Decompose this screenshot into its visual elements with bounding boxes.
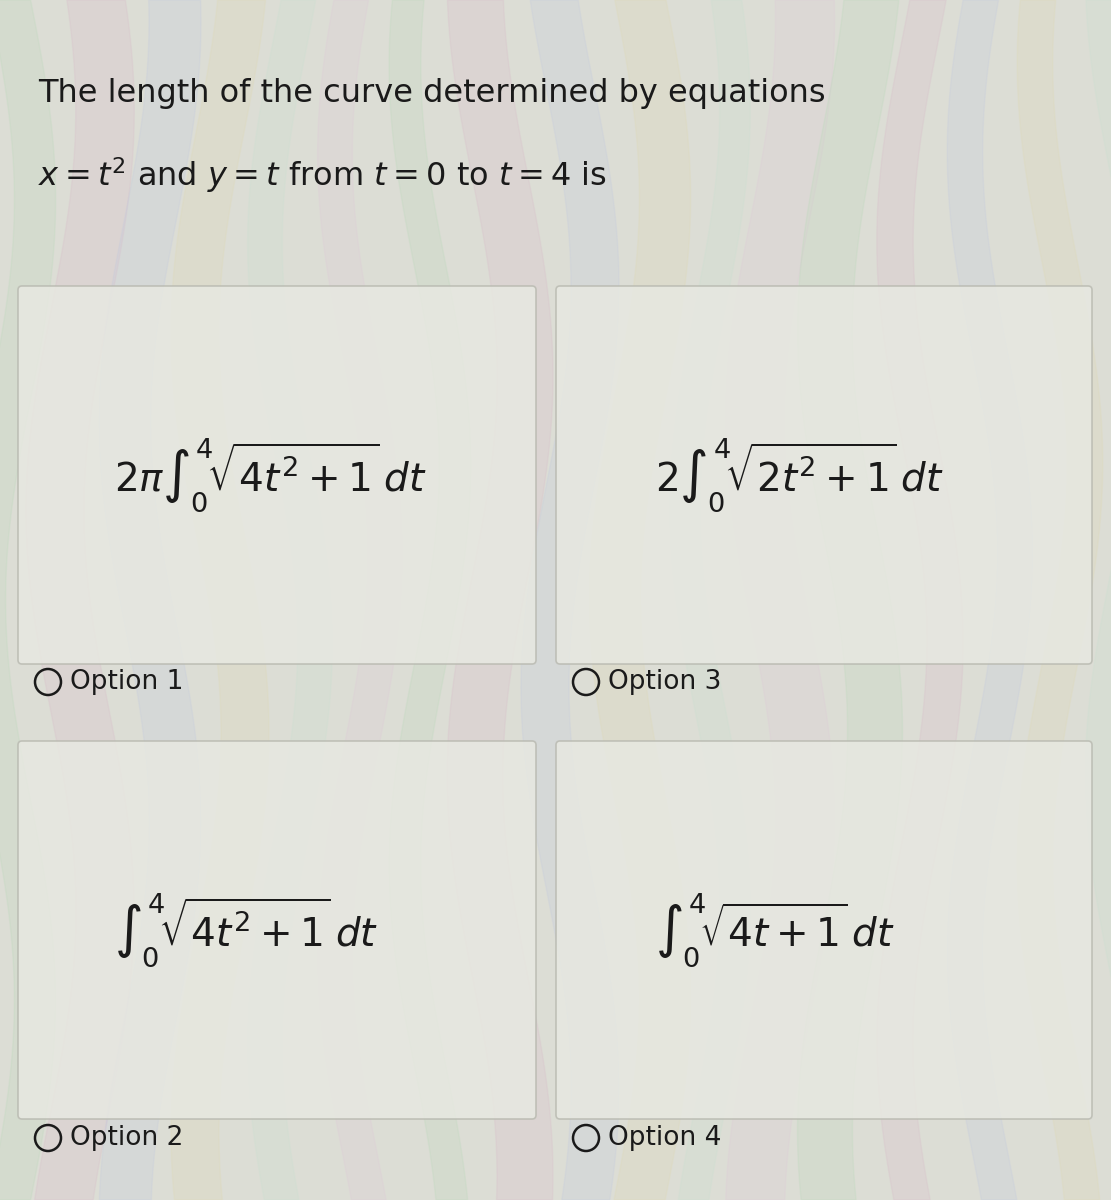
Text: The length of the curve determined by equations: The length of the curve determined by eq…: [38, 78, 825, 109]
Text: Option 1: Option 1: [70, 670, 183, 695]
FancyBboxPatch shape: [556, 740, 1092, 1118]
Text: Option 2: Option 2: [70, 1126, 183, 1151]
Text: $x = t^2$ and $y = t$ from $t = 0$ to $t = 4$ is: $x = t^2$ and $y = t$ from $t = 0$ to $t…: [38, 155, 607, 194]
Text: Option 4: Option 4: [608, 1126, 721, 1151]
Text: Option 3: Option 3: [608, 670, 721, 695]
Text: $2\pi \int_0^4 \!\sqrt{4t^2 + 1}\, dt$: $2\pi \int_0^4 \!\sqrt{4t^2 + 1}\, dt$: [113, 437, 427, 514]
FancyBboxPatch shape: [18, 286, 536, 664]
FancyBboxPatch shape: [18, 740, 536, 1118]
Text: $\int_0^4 \!\sqrt{4t^2 + 1}\, dt$: $\int_0^4 \!\sqrt{4t^2 + 1}\, dt$: [113, 892, 378, 968]
Text: $\int_0^4 \!\sqrt{4t + 1}\, dt$: $\int_0^4 \!\sqrt{4t + 1}\, dt$: [655, 892, 894, 968]
Text: $2 \int_0^4 \!\sqrt{2t^2 + 1}\, dt$: $2 \int_0^4 \!\sqrt{2t^2 + 1}\, dt$: [655, 437, 944, 514]
FancyBboxPatch shape: [556, 286, 1092, 664]
